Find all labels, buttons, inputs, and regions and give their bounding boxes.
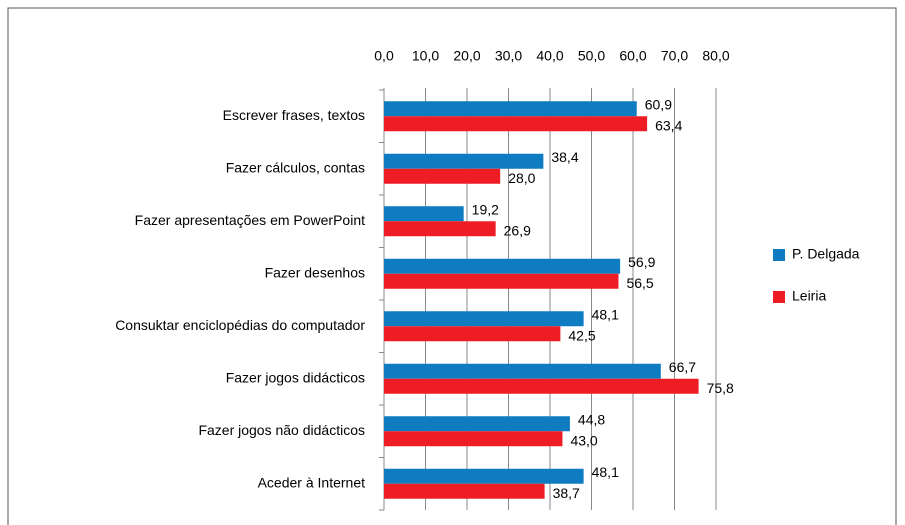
x-tick-label: 80,0 [702,48,729,64]
x-tick-label: 20,0 [453,48,480,64]
value-label: 28,0 [508,170,535,186]
x-tick-label: 0,0 [374,48,394,64]
y-tick-label: Fazer jogos não didácticos [198,422,365,438]
bar [384,221,496,237]
x-tick-label: 10,0 [412,48,439,64]
value-label: 48,1 [592,464,619,480]
bar [384,326,561,342]
value-label: 56,5 [626,275,653,291]
bar [384,431,563,447]
y-tick-label: Fazer jogos didácticos [226,369,365,385]
bar [384,416,570,432]
y-tick-label: Fazer desenhos [265,264,365,280]
legend-swatch [773,249,785,261]
legend-label: Leiria [792,288,826,304]
value-label: 48,1 [592,306,619,322]
bar [384,363,661,379]
value-label: 66,7 [669,359,696,375]
value-label: 42,5 [568,327,595,343]
bar [384,101,637,117]
bar [384,206,464,222]
value-label: 60,9 [645,96,672,112]
value-label: 26,9 [504,222,531,238]
value-label: 43,0 [570,432,597,448]
bar [384,468,584,484]
y-tick-label: Aceder à Internet [258,474,366,490]
bar [384,273,619,289]
bar [384,116,648,132]
legend-label: P. Delgada [792,246,860,262]
value-label: 56,9 [628,254,655,270]
x-tick-label: 70,0 [661,48,688,64]
value-label: 44,8 [578,411,605,427]
x-tick-label: 30,0 [495,48,522,64]
bar [384,378,699,394]
value-label: 38,4 [551,149,578,165]
value-label: 38,7 [553,485,580,501]
frame [7,7,897,525]
y-tick-label: Fazer apresentações em PowerPoint [135,212,365,228]
bar [384,483,545,499]
y-tick-label: Escrever frases, textos [223,107,365,123]
bar [384,153,544,169]
x-tick-label: 50,0 [578,48,605,64]
bar [384,311,584,327]
bar [384,168,501,184]
value-label: 75,8 [707,380,734,396]
x-tick-label: 60,0 [619,48,646,64]
bar [384,258,621,274]
value-label: 19,2 [472,201,499,217]
y-tick-label: Fazer cálculos, contas [226,159,365,175]
legend-swatch [773,291,785,303]
x-tick-label: 40,0 [536,48,563,64]
value-label: 63,4 [655,117,682,133]
y-tick-label: Consuktar enciclopédias do computador [115,317,365,333]
